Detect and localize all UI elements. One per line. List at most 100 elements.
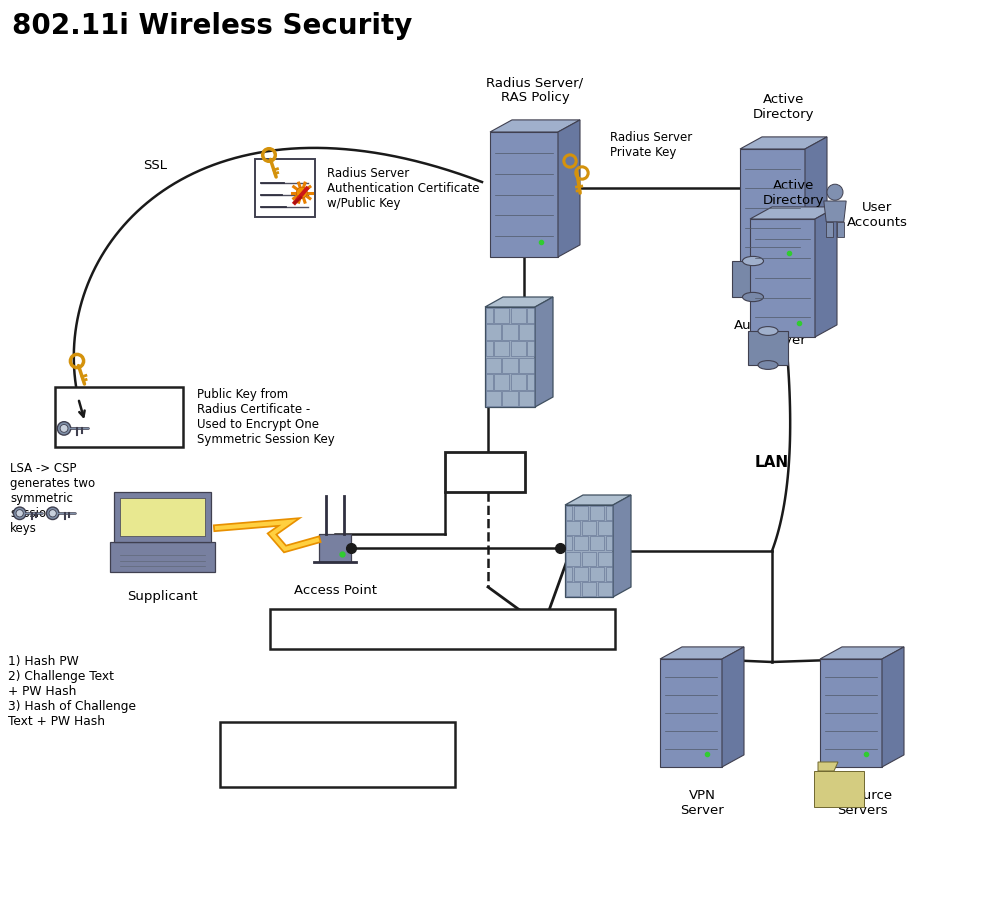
Text: Active
Directory: Active Directory [753,93,814,121]
Polygon shape [598,582,612,596]
Polygon shape [582,552,596,566]
Polygon shape [494,308,509,323]
Polygon shape [750,207,837,219]
Polygon shape [805,137,827,267]
Polygon shape [750,219,815,337]
Circle shape [57,422,71,436]
Ellipse shape [742,257,764,266]
Polygon shape [485,307,535,407]
Polygon shape [826,222,833,237]
Polygon shape [519,358,534,373]
Polygon shape [582,582,596,596]
Polygon shape [574,567,588,580]
Polygon shape [740,137,827,149]
Text: Radius Server
Authentication Certificate
w/Public Key: Radius Server Authentication Certificate… [327,167,480,209]
Text: 1) Hash PW
2) Challenge Text
+ PW Hash
3) Hash of Challenge
Text + PW Hash: 1) Hash PW 2) Challenge Text + PW Hash 3… [8,655,136,728]
Text: Supplicant: Supplicant [127,590,198,603]
Polygon shape [574,536,588,550]
Polygon shape [110,542,215,572]
Polygon shape [527,308,534,323]
Polygon shape [606,536,612,550]
Polygon shape [486,374,493,390]
Text: 802.11i Wireless Security: 802.11i Wireless Security [12,12,412,40]
Polygon shape [486,392,501,406]
Polygon shape [565,495,631,505]
Polygon shape [566,521,580,535]
Polygon shape [486,325,501,339]
Polygon shape [815,207,837,337]
FancyBboxPatch shape [445,452,525,492]
Text: Public Key from
Radius Certificate -
Used to Encrypt One
Symmetric Session Key: Public Key from Radius Certificate - Use… [197,388,335,446]
Polygon shape [820,659,882,767]
Polygon shape [660,646,744,659]
Circle shape [16,510,23,517]
Polygon shape [120,498,205,536]
Polygon shape [502,325,518,339]
Polygon shape [494,374,509,390]
Polygon shape [502,358,518,373]
Polygon shape [486,308,493,323]
Polygon shape [606,567,612,580]
Polygon shape [824,201,846,222]
Polygon shape [818,762,838,771]
Polygon shape [566,582,580,596]
Polygon shape [598,552,612,566]
Circle shape [60,425,68,432]
Ellipse shape [758,326,778,336]
Polygon shape [535,297,553,407]
Polygon shape [319,534,351,562]
Polygon shape [606,506,612,520]
Text: Authentication
Server: Authentication Server [734,319,833,347]
Polygon shape [114,492,211,542]
Polygon shape [502,392,518,406]
Polygon shape [511,308,526,323]
Polygon shape [582,521,596,535]
Polygon shape [485,297,553,307]
FancyBboxPatch shape [220,722,455,787]
FancyBboxPatch shape [55,387,183,447]
Polygon shape [486,358,501,373]
Polygon shape [590,567,604,580]
Polygon shape [598,521,612,535]
Circle shape [827,184,843,200]
Polygon shape [511,341,526,356]
FancyBboxPatch shape [255,159,315,217]
Polygon shape [486,341,493,356]
Polygon shape [722,646,744,767]
Polygon shape [511,374,526,390]
Circle shape [46,507,59,520]
FancyBboxPatch shape [270,609,615,649]
Polygon shape [590,506,604,520]
Polygon shape [566,506,572,520]
Polygon shape [565,505,613,597]
Text: Radius Server/
RAS Policy: Radius Server/ RAS Policy [486,76,584,104]
Text: Resource
Servers: Resource Servers [831,789,893,817]
Polygon shape [613,495,631,597]
Ellipse shape [742,293,764,302]
Text: Radius Server
Private Key: Radius Server Private Key [610,130,692,159]
Polygon shape [490,132,558,257]
Text: LAN: LAN [755,455,789,470]
Polygon shape [566,552,580,566]
Polygon shape [814,771,864,807]
Text: User
Accounts: User Accounts [847,201,907,229]
Polygon shape [837,222,844,237]
Polygon shape [566,536,572,550]
Polygon shape [558,120,580,257]
Polygon shape [748,331,788,365]
Circle shape [49,510,56,517]
Polygon shape [527,374,534,390]
Polygon shape [519,325,534,339]
Circle shape [296,187,307,198]
Polygon shape [566,567,572,580]
Ellipse shape [758,360,778,370]
Text: Access Point: Access Point [294,584,377,597]
Circle shape [13,507,26,520]
Polygon shape [660,659,722,767]
Text: LSA -> CSP
generates two
symmetric
session
keys: LSA -> CSP generates two symmetric sessi… [10,462,95,535]
Text: Active
Directory: Active Directory [763,179,824,207]
Polygon shape [527,341,534,356]
Text: SSL: SSL [143,159,167,171]
Polygon shape [740,149,805,267]
Text: TKIP/MIC (WPA)
AES/CCMP (WPA2): TKIP/MIC (WPA) AES/CCMP (WPA2) [274,739,401,769]
